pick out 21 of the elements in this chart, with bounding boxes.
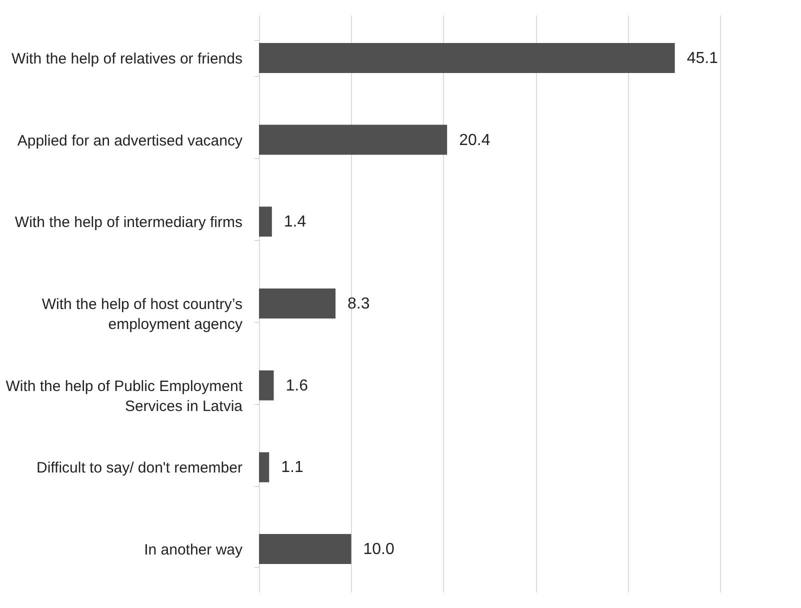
bar xyxy=(259,42,675,73)
data-label: 10.0 xyxy=(363,541,394,558)
y-tick-label: With the help of host country’s employment agency xyxy=(42,296,243,333)
y-tick-label: With the help of relatives or friends xyxy=(12,50,242,68)
bar xyxy=(259,370,274,400)
bar xyxy=(259,452,270,482)
bar xyxy=(259,206,272,237)
bar xyxy=(259,124,448,155)
data-label: 20.4 xyxy=(459,132,490,149)
y-tick-label: Applied for an advertised vacancy xyxy=(17,132,243,150)
y-tick-label: With the help of intermediary firms xyxy=(14,214,242,232)
data-label: 8.3 xyxy=(348,296,370,312)
y-tick-label: With the help of Public Employment Services in Latvia xyxy=(6,378,244,415)
data-label: 1.6 xyxy=(286,377,308,394)
data-label: 1.1 xyxy=(281,459,304,476)
data-label: 45.1 xyxy=(686,50,718,67)
y-tick-label: Difficult to say/ don't remember xyxy=(36,460,242,477)
bar xyxy=(259,534,352,564)
data-label: 1.4 xyxy=(284,214,306,231)
y-tick-label: In another way xyxy=(144,542,243,559)
bar xyxy=(259,288,336,318)
